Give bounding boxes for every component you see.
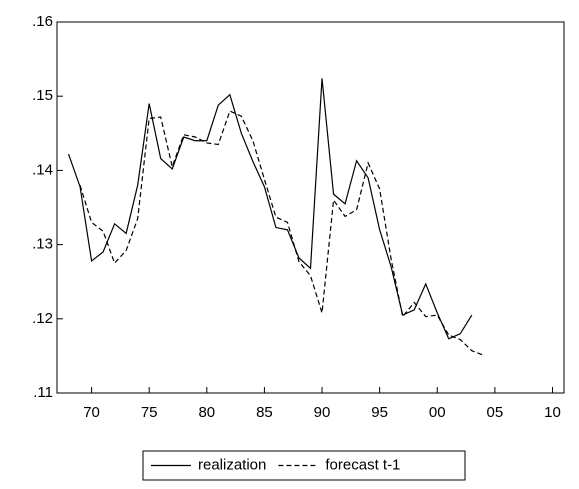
x-tick-label: 05 <box>487 404 504 421</box>
x-tick-label: 00 <box>429 404 446 421</box>
series-line <box>67 78 473 340</box>
y-tick-label: .13 <box>32 236 53 253</box>
series-line <box>79 110 484 356</box>
x-tick-label: 10 <box>544 404 561 421</box>
x-tick-label: 70 <box>83 404 100 421</box>
x-tick-label: 90 <box>314 404 331 421</box>
y-tick-label: .14 <box>32 161 53 178</box>
y-tick-label: .16 <box>32 13 53 30</box>
x-tick-label: 75 <box>141 404 158 421</box>
x-tick-label: 80 <box>198 404 215 421</box>
x-tick-label: 95 <box>371 404 388 421</box>
legend-box <box>142 450 466 481</box>
plot-frame <box>56 21 565 394</box>
x-tick-label: 85 <box>256 404 273 421</box>
legend-label: forecast t-1 <box>325 456 400 473</box>
y-tick-label: .12 <box>32 310 53 327</box>
y-tick-label: .11 <box>33 384 53 401</box>
y-tick-label: .15 <box>32 87 53 104</box>
legend-label: realization <box>198 456 266 473</box>
